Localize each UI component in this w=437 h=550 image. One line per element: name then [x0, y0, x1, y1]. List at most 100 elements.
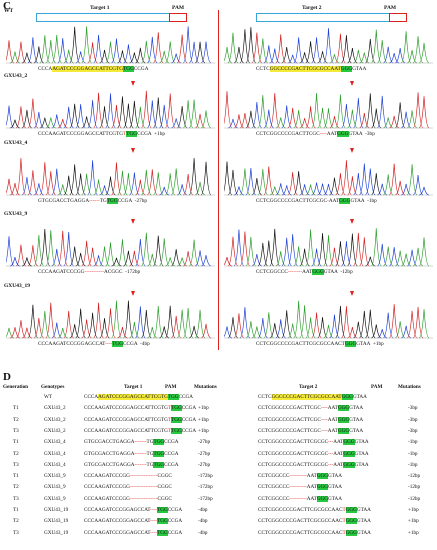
trace-peak: [293, 246, 304, 267]
trace-peak: [39, 35, 50, 64]
trace-peak: [105, 41, 116, 64]
trace-peak: [123, 300, 134, 339]
trace-peak: [401, 325, 412, 339]
table-row: WT CCCAAGATCCCGGAGCCATTCGTGTGGCCGA CCTCGGC…: [0, 394, 437, 403]
seq-pre: CCCAAGATCCCGG: [84, 484, 130, 491]
seq-mid: AAT: [333, 450, 344, 457]
trace-peak: [371, 108, 382, 129]
trace-peak: [335, 33, 346, 64]
seq-deletion: ----------------: [129, 473, 158, 480]
header-genotypes: Genotypes: [41, 384, 65, 390]
trace-peak: [335, 305, 346, 339]
seq-mid: AAT: [333, 461, 344, 468]
trace-peak: [251, 101, 263, 129]
seq-mutation-note: +1bp: [372, 341, 384, 347]
chromatogram-0-target1: [6, 26, 215, 64]
trace-peak: [353, 321, 364, 339]
trace-peak: [263, 166, 274, 196]
seq-post: GTAA: [352, 394, 367, 400]
trace-peak: [406, 110, 418, 129]
trace-peak: [269, 323, 280, 339]
trace-peak: [418, 96, 430, 129]
trace-peak: [176, 309, 188, 339]
row-target2-sequence: CCTCGGCCC----------AATGGGGTAA: [258, 495, 342, 502]
trace-peak: [87, 42, 98, 64]
trace-peak: [418, 42, 430, 64]
seq-pre: CCTCGGCCCCGACTTCGCGCCAACT: [256, 341, 345, 347]
trace-peak: [147, 327, 158, 339]
seq-post: GTAA: [356, 507, 371, 513]
trace-peak: [39, 229, 51, 267]
trace-peak: [6, 178, 15, 196]
trace-peak: [269, 186, 280, 196]
trace-peak: [9, 327, 21, 339]
seq-deletion: ------: [89, 198, 100, 204]
trace-sequence-4-target2: CCTCGGCCCCGACTTCGCGCCAACTGGGGTAA +1bp: [256, 341, 384, 347]
row-mutation1: -4bp: [198, 529, 208, 536]
trace-peak: [171, 315, 182, 339]
trace-peak: [6, 327, 15, 339]
trace-peak: [224, 47, 233, 64]
trace-peak: [21, 109, 33, 129]
trace-peak: [293, 300, 304, 339]
trace-peak: [147, 100, 158, 129]
seq-pam: TGG: [171, 427, 182, 434]
row-target1-sequence: CCCAAGATCCCGGAGCCAT----TGGCCGA: [84, 529, 182, 536]
table-row: T2 GXU43_9 CCCAAGATCCCGG----------------CG…: [0, 484, 437, 493]
trace-peak: [317, 183, 328, 196]
seq-mid: AAT: [333, 439, 344, 446]
trace-peak: [287, 107, 298, 129]
row-mutation2: -1bp: [408, 439, 418, 446]
trace-peak: [287, 323, 298, 339]
chromatogram-0-target2: [224, 27, 433, 64]
trace-peak: [159, 326, 170, 339]
seq-pre: CCTCGGCCCCGACTTCGC: [258, 416, 321, 423]
chromatogram-2-target1: [6, 158, 215, 196]
seq-post: CCGA: [167, 518, 183, 525]
trace-peak: [27, 245, 39, 267]
trace-peak: [75, 104, 86, 129]
seq-post: CCGA: [181, 405, 197, 412]
trace-peak: [135, 238, 146, 267]
target1-header: Target 1: [90, 5, 110, 11]
trace-peak: [63, 175, 74, 196]
trace-peak: [257, 318, 268, 339]
trace-peak: [263, 45, 274, 64]
trace-peak: [251, 32, 263, 64]
seq-pam: TGG: [112, 341, 123, 347]
trace-peak: [335, 173, 346, 196]
mutation-arrow-icon: [131, 219, 135, 224]
row-target2-sequence: CCTCGGCCCCGACTTCGCGC---AATGGGGTAA: [258, 439, 369, 446]
seq-pam: GGG: [339, 198, 351, 204]
trace-sequence-4-target1: CCCAAGATCCCGGAGCCAT----TGGCCGA -4bp: [38, 341, 150, 347]
row-mutation2: -3bp: [408, 427, 418, 434]
seq-mid: TG: [146, 439, 154, 446]
table-row: T3 GXU43_2 CCCAAGATCCCGGAGCCATTCGTGTTGGCCG…: [0, 427, 437, 437]
trace-peak: [275, 251, 286, 267]
sample-label-3: GXU43_9: [4, 211, 28, 217]
header-mutations2: Mutations: [398, 384, 421, 390]
trace-peak: [317, 107, 328, 129]
table-row: T2 GXU43_2 CCCAAGATCCCGGAGCCATTCGTGTTGGCCG…: [0, 416, 437, 426]
trace-peak: [353, 232, 364, 267]
chromatogram-1-target1: [6, 90, 215, 129]
trace-peak: [329, 54, 340, 64]
seq-deletion: ----------------: [129, 484, 158, 491]
trace-peak: [153, 97, 164, 129]
trace-peak: [269, 93, 280, 129]
seq-pam: TGG: [126, 131, 138, 137]
trace-peak: [257, 38, 268, 64]
trace-peak: [117, 96, 128, 129]
trace-sequence-3-target2: CCTCGGCCC--------AATGGGGTAA -12bp: [256, 269, 353, 275]
trace-peak: [117, 170, 128, 196]
row-mutation2: -12bp: [408, 495, 421, 502]
seq-mutation-note: +1bp: [154, 131, 166, 137]
trace-peak: [93, 255, 104, 267]
trace-peak: [263, 240, 274, 267]
trace-peak: [335, 241, 346, 267]
seq-pre: CCCAAGATCCCGGAGCCATTCGTG: [38, 131, 124, 137]
row-generation: T2: [13, 484, 19, 491]
seq-deletion: ---: [328, 450, 334, 457]
row-target2-sequence: CCTCGGCCCCGACTTCGCGCCAACTGGGGTAA: [258, 529, 371, 536]
row-mutation2: -3bp: [408, 416, 418, 423]
